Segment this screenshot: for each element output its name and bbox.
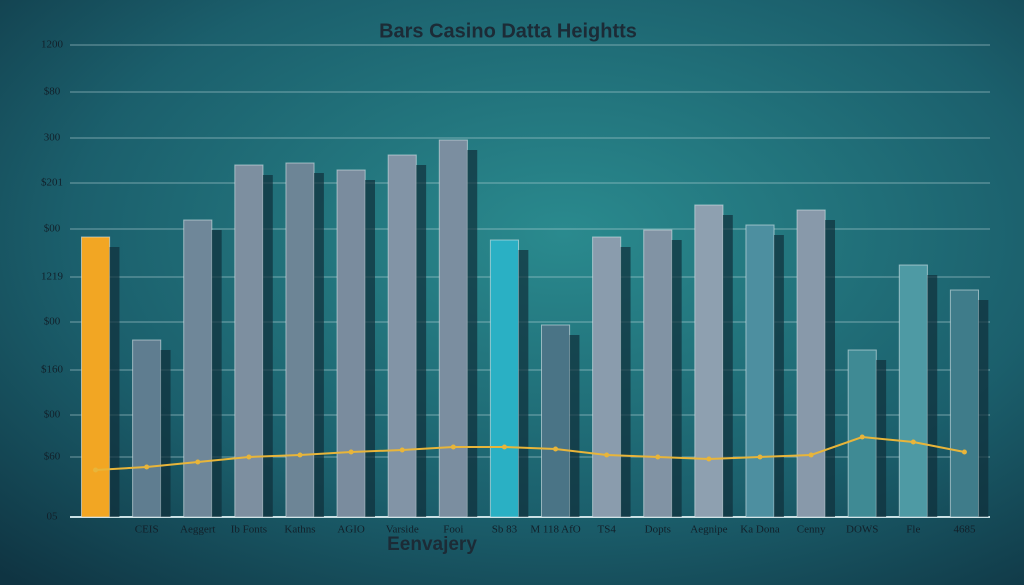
line-point — [501, 444, 507, 450]
line-point — [604, 452, 610, 458]
y-tick-label: $80 — [44, 86, 61, 98]
line-point — [910, 439, 916, 445]
x-tick-label: Fle — [906, 524, 920, 536]
bar-shadow — [109, 247, 120, 517]
bar — [592, 236, 622, 518]
x-tick-label: Dopts — [645, 524, 671, 536]
bar-shadow — [262, 175, 273, 517]
y-tick-label: 300 — [44, 132, 61, 144]
bar — [694, 204, 724, 518]
line-point — [93, 467, 99, 473]
y-tick-label: 1219 — [41, 271, 64, 283]
bar — [81, 236, 111, 518]
x-tick-label: CEIS — [135, 524, 159, 536]
bar-shadow — [774, 235, 784, 517]
bar — [285, 162, 315, 518]
bar — [949, 289, 980, 518]
line-point — [348, 449, 354, 455]
y-tick-label: 1200 — [41, 39, 64, 51]
bar — [796, 209, 826, 518]
bar-shadow — [518, 250, 529, 517]
x-tick-label: Aegnipe — [690, 524, 727, 536]
bar-shadow — [416, 165, 427, 517]
bar-shadow — [978, 300, 989, 517]
bar-shadow — [620, 247, 631, 517]
x-tick-label: Sb 83 — [492, 524, 518, 536]
line — [95, 435, 965, 471]
bar-shadow — [927, 275, 938, 517]
bar-shadow — [467, 150, 478, 517]
bar-shadow — [211, 230, 222, 517]
chart-title: Bars Casino Datta Heightts — [379, 20, 637, 42]
y-tick-label: 05 — [47, 511, 59, 523]
bar-shadow — [314, 173, 324, 517]
bar — [234, 164, 264, 518]
line-point — [399, 447, 405, 453]
line-point — [859, 434, 865, 440]
x-tick-label: M 118 AfO — [530, 524, 580, 536]
bar-shadow — [569, 335, 580, 517]
line-point — [450, 444, 456, 450]
bar — [183, 219, 213, 518]
line-point — [961, 449, 967, 455]
line-point — [246, 454, 252, 460]
x-tick-label: Aeggert — [180, 524, 215, 536]
y-tick-label: $160 — [41, 364, 64, 376]
bar — [643, 229, 673, 518]
bar — [387, 154, 417, 518]
x-axis-title: Eenvajery — [387, 534, 477, 555]
x-tick-label: TS4 — [597, 524, 616, 536]
x-tick-label: Fooi — [443, 524, 463, 536]
x-tick-label: Ib Fonts — [231, 524, 267, 536]
bar-shadow — [160, 350, 171, 517]
line-point — [553, 446, 559, 452]
bar — [489, 239, 519, 518]
bar — [438, 139, 468, 518]
line-point — [808, 452, 814, 458]
bar — [847, 349, 877, 518]
x-tick-label: AGIO — [337, 524, 365, 536]
y-tick-label: $201 — [41, 177, 63, 189]
y-tick-label: $00 — [44, 316, 61, 328]
y-tick-label: $60 — [44, 451, 61, 463]
bar — [541, 324, 571, 518]
x-tick-label: 4685 — [953, 524, 976, 536]
bar-shadow — [722, 215, 733, 517]
x-tick-label: Cenny — [797, 524, 826, 536]
bar — [336, 169, 366, 518]
line-point — [757, 454, 763, 460]
line-point — [297, 452, 303, 458]
bar — [132, 339, 162, 518]
x-tick-label: Kathns — [284, 524, 315, 536]
bar-shadow — [365, 180, 376, 517]
line-point — [655, 454, 661, 460]
bar — [898, 264, 928, 518]
bar — [745, 224, 775, 518]
line-point — [144, 464, 150, 470]
line-point — [706, 456, 712, 462]
y-tick-label: $00 — [44, 409, 61, 421]
x-tick-label: Varside — [386, 524, 419, 536]
line-point — [195, 459, 201, 465]
x-tick-label: Ka Dona — [740, 524, 780, 536]
bar-shadow — [671, 240, 682, 517]
bar-shadow — [825, 220, 836, 517]
x-tick-label: DOWS — [846, 524, 878, 536]
y-tick-label: $00 — [44, 223, 61, 235]
